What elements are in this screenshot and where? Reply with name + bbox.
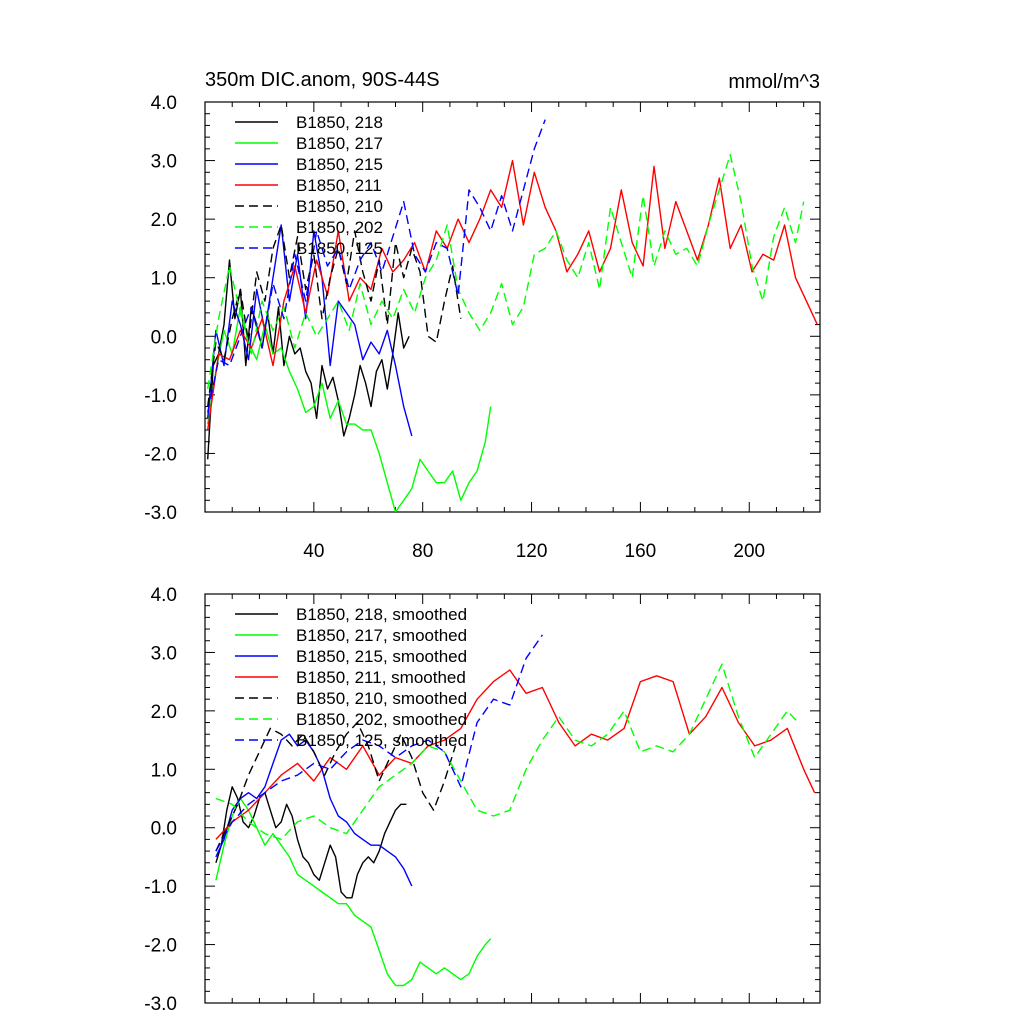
bottom-series-line-6 [215,663,799,841]
top-y-tick-label: 2.0 [151,210,177,231]
bottom-series-line-5 [215,721,457,852]
bottom-legend-label-5: B1850, 210, smoothed [296,689,467,708]
top-series-line-2 [207,306,492,512]
top-legend-label-7: B1850, 125 [296,239,383,258]
bottom-y-tick-label: 2.0 [151,702,177,723]
top-legend-label-3: B1850, 215 [296,155,383,174]
top-y-tick-label: 4.0 [151,93,177,114]
top-series-group [207,119,818,512]
top-panel: 4.0 3.0 2.0 1.0 0.0 -1.0 -2.0 -3.0 40 80 120 160 200… [144,69,821,562]
top-series-line-4 [207,159,818,431]
bottom-plot-frame [204,593,821,1004]
top-chart-title: 350m DIC.anom, 90S-44S [205,69,440,91]
bottom-y-tick-label: 1.0 [151,760,177,781]
top-series-line-7 [207,119,546,413]
bottom-legend-label-6: B1850, 202, smoothed [296,710,467,729]
bottom-legend-label-7: B1850, 125, smoothed [296,731,467,750]
top-x-tick-label: 80 [412,541,433,562]
top-y-tick-label: -3.0 [144,503,177,524]
top-y-tick-label: 1.0 [151,269,177,290]
bottom-y-tick-label: 0.0 [151,819,177,840]
top-legend-label-1: B1850, 218 [296,113,383,132]
top-units-label: mmol/m^3 [728,71,820,93]
bottom-series-group [215,634,816,987]
top-series-line-5 [207,224,462,407]
top-plot-frame [204,101,821,513]
top-series-line-1 [207,259,410,460]
top-y-tick-label: 3.0 [151,152,177,173]
top-legend-label-4: B1850, 211 [296,176,382,195]
bottom-series-line-1 [215,786,407,899]
top-x-tick-label: 120 [516,541,548,562]
bottom-legend-label-4: B1850, 211, smoothed [296,668,466,687]
top-x-tick-label: 200 [733,541,765,562]
bottom-y-tick-label: -2.0 [144,936,177,957]
bottom-y-tick-label: 4.0 [151,585,177,606]
top-legend-label-2: B1850, 217 [296,134,383,153]
bottom-y-tick-label: 3.0 [151,643,177,664]
top-y-tick-label: -2.0 [144,444,177,465]
bottom-series-line-7 [215,634,543,852]
top-x-tick-label: 160 [625,541,657,562]
bottom-y-tick-label: -3.0 [144,994,177,1015]
top-y-tick-label: -1.0 [144,386,177,407]
top-legend-label-5: B1850, 210 [296,197,383,216]
top-legend-label-6: B1850, 202 [296,218,383,237]
bottom-legend-label-2: B1850, 217, smoothed [296,626,467,645]
bottom-y-tick-label: -1.0 [144,877,177,898]
top-y-tick-label: 0.0 [151,327,177,348]
top-series-line-6 [207,153,805,390]
bottom-legend-label-3: B1850, 215, smoothed [296,647,467,666]
bottom-series-line-3 [215,733,413,887]
bottom-legend-label-1: B1850, 218, smoothed [296,605,467,624]
top-x-tick-label: 40 [303,541,324,562]
bottom-series-line-2 [215,797,492,987]
bottom-panel: 4.0 3.0 2.0 1.0 0.0 -1.0 -2.0 -3.0 B1850, 218, s… [144,585,821,1015]
